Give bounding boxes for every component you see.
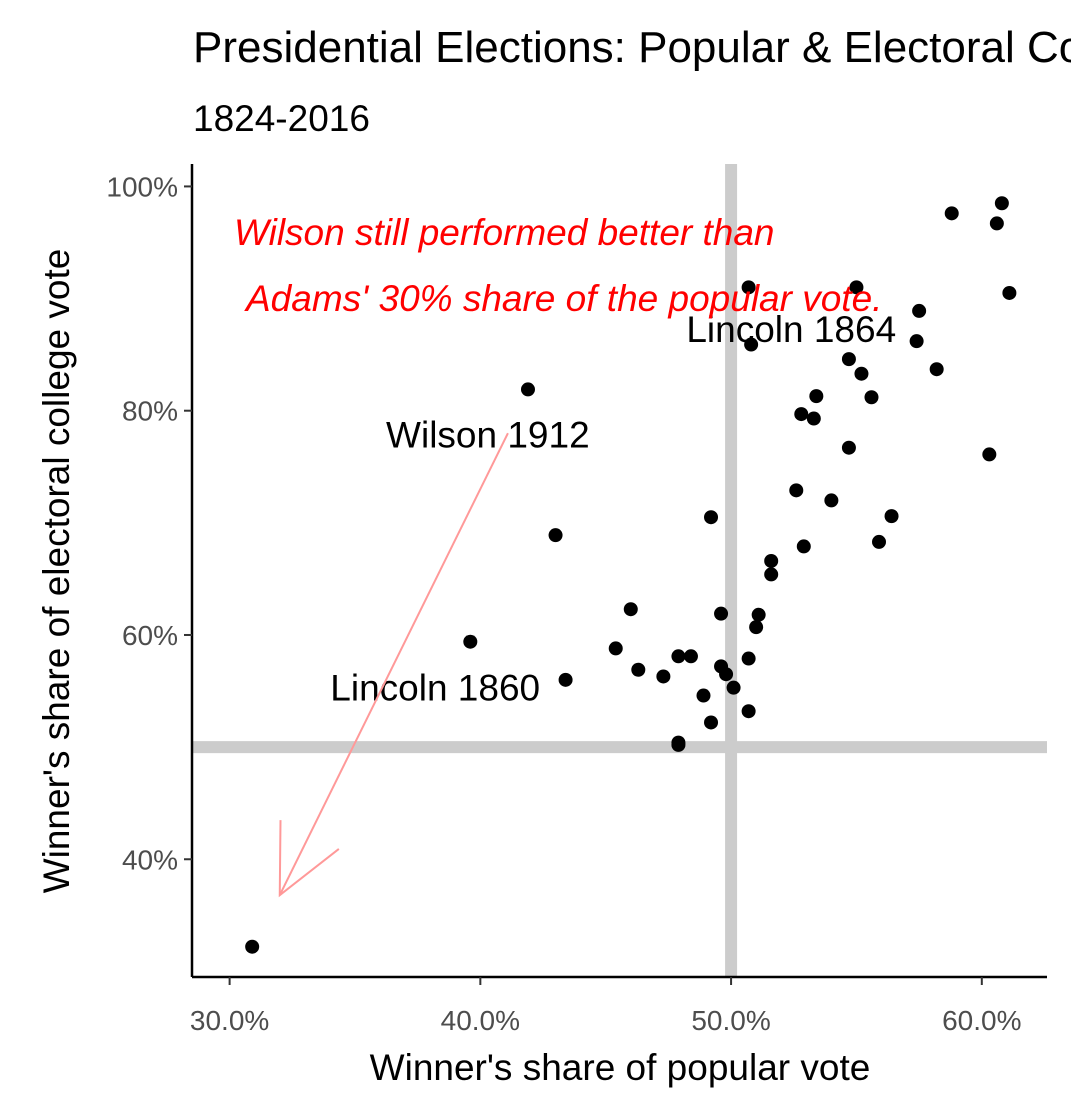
data-point xyxy=(1002,285,1017,300)
x-ticks: 30.0% 40.0% 50.0% 60.0% xyxy=(190,977,1022,1036)
point-label: Wilson 1912 xyxy=(386,414,590,455)
data-points xyxy=(245,196,1017,954)
data-point xyxy=(608,641,623,656)
point-label: Lincoln 1860 xyxy=(330,668,540,709)
data-point xyxy=(714,606,729,621)
data-point xyxy=(989,216,1004,231)
data-point xyxy=(794,407,809,422)
annotation: Wilson still performed better than Adams'… xyxy=(234,212,882,898)
data-point xyxy=(683,649,698,664)
data-point xyxy=(849,280,864,295)
data-point xyxy=(854,366,869,381)
data-point xyxy=(841,440,856,455)
data-point xyxy=(656,669,671,684)
annotation-text: Adams' 30% share of the popular vote. xyxy=(244,278,882,319)
data-point xyxy=(909,334,924,349)
data-point xyxy=(623,602,638,617)
data-point xyxy=(704,510,719,525)
data-point xyxy=(704,715,719,730)
data-point xyxy=(741,704,756,719)
data-point xyxy=(884,509,899,524)
data-point xyxy=(841,352,856,367)
data-point xyxy=(796,539,811,554)
chart-title: Presidential Elections: Popular & Electo… xyxy=(193,23,1071,72)
annotation-arrow xyxy=(278,432,509,896)
x-axis-title: Winner's share of popular vote xyxy=(370,1047,871,1088)
x-tick-label: 40.0% xyxy=(441,1005,520,1036)
data-point xyxy=(245,939,260,954)
y-axis-title: Winner's share of electoral college vote xyxy=(36,249,77,894)
plot-area: Lincoln 1864 Wilson 1912 Lincoln 1860 Wils… xyxy=(192,164,1047,977)
data-point xyxy=(994,196,1009,211)
point-labels: Lincoln 1864 Wilson 1912 Lincoln 1860 xyxy=(330,309,896,709)
data-point xyxy=(520,382,535,397)
x-tick-label: 30.0% xyxy=(190,1005,269,1036)
point-label: Lincoln 1864 xyxy=(686,309,896,350)
y-tick-label: 60% xyxy=(122,620,178,651)
data-point xyxy=(749,620,764,635)
data-point xyxy=(741,280,756,295)
data-point xyxy=(671,649,686,664)
data-point xyxy=(558,672,573,687)
data-point xyxy=(872,534,887,549)
data-point xyxy=(751,607,766,622)
annotation-text: Wilson still performed better than xyxy=(234,212,775,253)
axes: 30.0% 40.0% 50.0% 60.0% 40% 60% 80% 100% xyxy=(106,164,1047,1036)
data-point xyxy=(944,206,959,221)
y-tick-label: 100% xyxy=(106,171,178,202)
data-point xyxy=(806,411,821,426)
data-point xyxy=(764,553,779,568)
x-tick-label: 50.0% xyxy=(691,1005,770,1036)
data-point xyxy=(726,680,741,695)
data-point xyxy=(864,390,879,405)
y-tick-label: 40% xyxy=(122,844,178,875)
data-point xyxy=(912,303,927,318)
data-point xyxy=(719,667,734,682)
data-point xyxy=(789,483,804,498)
y-tick-label: 80% xyxy=(122,396,178,427)
y-ticks: 40% 60% 80% 100% xyxy=(106,171,192,875)
data-point xyxy=(741,651,756,666)
data-point xyxy=(824,493,839,508)
annotation-arrowhead xyxy=(278,820,340,898)
reference-lines xyxy=(192,164,1047,977)
data-point xyxy=(696,688,711,703)
data-point xyxy=(809,389,824,404)
data-point xyxy=(631,662,646,677)
data-point xyxy=(744,337,759,352)
data-point xyxy=(929,362,944,377)
data-point xyxy=(764,567,779,582)
data-point xyxy=(671,735,686,750)
chart-subtitle: 1824-2016 xyxy=(193,98,370,139)
x-tick-label: 60.0% xyxy=(942,1005,1021,1036)
data-point xyxy=(982,447,997,462)
data-point xyxy=(548,528,563,543)
data-point xyxy=(463,634,478,649)
